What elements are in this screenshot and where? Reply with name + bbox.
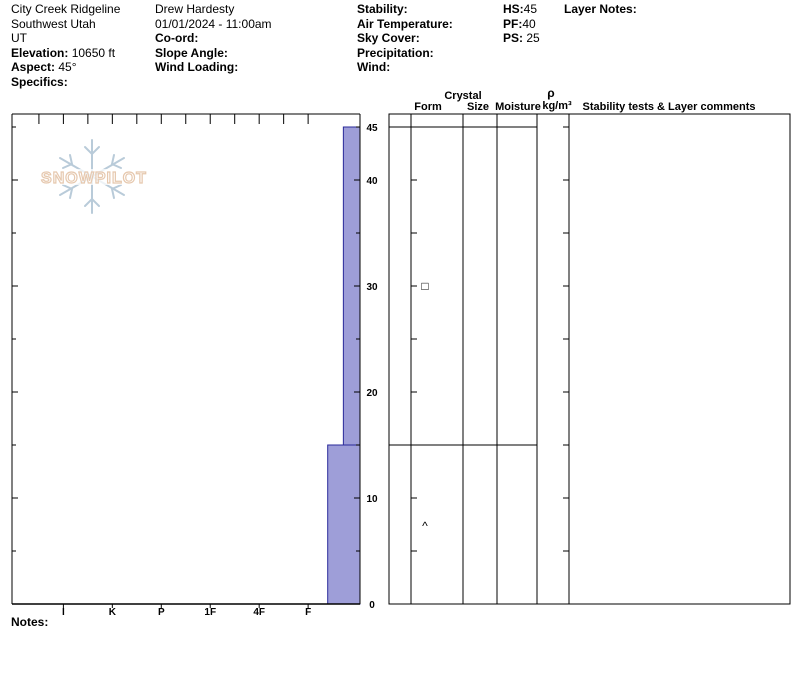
air-temp-label: Air Temperature: [357,16,453,31]
x-tick-label: P [158,607,165,618]
y-tick-label: 45 [366,123,378,134]
wind-loading-label: Wind Loading: [155,60,239,74]
layer-bar-1 [327,444,361,605]
col-density-unit: kg/m³ [542,100,572,112]
col-form: Form [414,101,442,113]
precip-label: Precipitation: [357,45,434,60]
datetime: 01/01/2024 - 11:00am [155,16,272,31]
y-tick-label: 0 [369,600,375,611]
y-tick-label: 10 [366,494,378,505]
logo-text: SNOWPILOT [41,170,147,187]
form-symbol: ^ [422,519,428,533]
x-tick-label: I [62,607,65,618]
notes-label: Notes: [11,615,49,629]
hs-label: HS: [503,2,524,16]
coord-label: Co-ord: [155,31,199,45]
snowpilot-logo: SNOWPILOT [33,139,155,214]
pf-label: PF: [503,16,523,31]
state: UT [11,31,27,45]
range: Southwest Utah [11,16,96,31]
wind-label: Wind: [357,60,391,74]
col-rho: ρ [547,86,554,100]
layer-table [388,113,791,605]
sky-cover-label: Sky Cover: [357,31,420,45]
x-tick-label: 1F [204,607,216,618]
y-tick-label: 20 [366,388,378,399]
slope-label: Slope Angle: [155,45,228,60]
col-comments: Stability tests & Layer comments [582,101,755,113]
hardness-plot-frame [11,113,361,605]
y-tick-label: 30 [366,282,378,293]
location: City Creek Ridgeline [11,2,121,16]
col-size: Size [467,101,489,113]
pf-value: 40 [522,16,536,31]
form-symbol: □ [421,279,428,293]
y-tick-label: 40 [366,176,378,187]
layer-notes-label: Layer Notes: [564,2,637,16]
stability-label: Stability: [357,2,408,16]
elevation-label: Elevation: [11,45,69,60]
ps-label: PS: [503,31,524,45]
aspect-value: 45° [58,60,77,74]
elevation-value: 10650 ft [71,45,116,60]
hs-value: 45 [523,2,538,16]
col-moisture: Moisture [495,101,541,113]
x-tick-label: F [305,607,311,618]
ps-value: 25 [526,31,540,45]
x-tick-label: 4F [253,607,265,618]
aspect-label: Aspect: [11,60,56,74]
specifics-label: Specifics: [11,74,68,89]
col-crystal: Crystal [444,90,481,102]
observer: Drew Hardesty [155,2,235,16]
x-tick-label: K [109,607,117,618]
